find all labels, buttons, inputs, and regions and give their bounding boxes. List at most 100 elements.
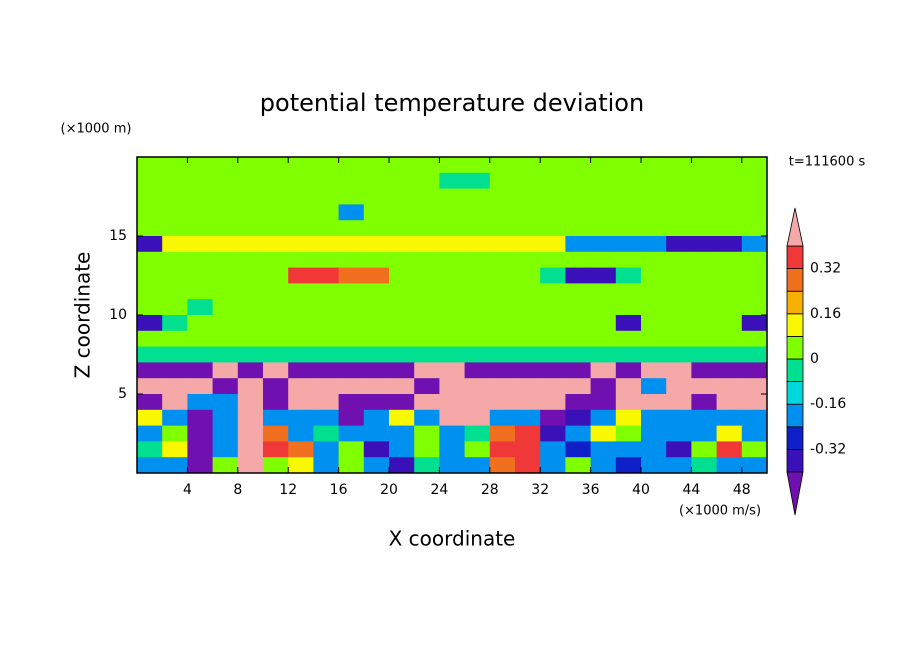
contour-cell bbox=[590, 330, 617, 348]
contour-cell bbox=[464, 346, 491, 363]
contour-cell bbox=[540, 267, 566, 284]
contour-cell bbox=[666, 330, 692, 348]
contour-cell bbox=[515, 425, 541, 442]
contour-cell bbox=[741, 251, 768, 269]
contour-cell bbox=[540, 425, 566, 442]
contour-cell bbox=[162, 441, 188, 458]
x-tick-label: 48 bbox=[733, 482, 751, 498]
contour-cell bbox=[363, 425, 390, 442]
chart-title: potential temperature deviation bbox=[260, 89, 644, 117]
contour-cell bbox=[187, 283, 214, 300]
contour-cell bbox=[389, 346, 415, 363]
contour-cell bbox=[515, 267, 541, 284]
contour-cell bbox=[464, 409, 491, 427]
contour-cell bbox=[187, 172, 214, 190]
contour-cell bbox=[313, 315, 340, 332]
contour-cell bbox=[666, 157, 692, 174]
contour-cell bbox=[414, 425, 440, 442]
contour-cell bbox=[313, 188, 340, 205]
contour-cell bbox=[716, 204, 743, 221]
contour-cell bbox=[691, 204, 718, 221]
contour-cell bbox=[162, 362, 188, 379]
contour-cell bbox=[288, 346, 314, 363]
contour-cell bbox=[615, 346, 642, 363]
contour-cell bbox=[464, 251, 491, 269]
contour-cell bbox=[615, 425, 642, 442]
contour-cell bbox=[615, 220, 642, 237]
contour-cell bbox=[641, 236, 667, 253]
contour-cell bbox=[615, 441, 642, 458]
contour-cell bbox=[389, 267, 415, 284]
contour-cell bbox=[741, 157, 768, 174]
contour-cell bbox=[414, 204, 440, 221]
contour-cell bbox=[641, 188, 667, 205]
contour-cell bbox=[515, 251, 541, 269]
contour-cell bbox=[162, 330, 188, 348]
contour-cell bbox=[137, 441, 163, 458]
x-tick-label: 16 bbox=[330, 482, 348, 498]
contour-cell bbox=[389, 188, 415, 205]
contour-cell bbox=[464, 204, 491, 221]
contour-cell bbox=[137, 251, 163, 269]
contour-cell bbox=[641, 346, 667, 363]
contour-cell bbox=[464, 378, 491, 395]
colorbar-box bbox=[786, 313, 804, 337]
contour-cell bbox=[363, 236, 390, 253]
contour-cell bbox=[389, 378, 415, 395]
contour-cell bbox=[615, 362, 642, 379]
contour-cell bbox=[590, 157, 617, 174]
contour-cell bbox=[741, 378, 768, 395]
contour-cell bbox=[464, 188, 491, 205]
contour-cell bbox=[716, 457, 743, 474]
contour-cell bbox=[439, 425, 466, 442]
contour-cell bbox=[187, 299, 214, 316]
contour-cell bbox=[389, 362, 415, 379]
contour-cell bbox=[439, 157, 466, 174]
contour-cell bbox=[716, 236, 743, 253]
contour-cell bbox=[162, 425, 188, 442]
contour-cell bbox=[338, 204, 365, 221]
contour-cell bbox=[414, 172, 440, 190]
contour-cell bbox=[615, 236, 642, 253]
contour-cell bbox=[414, 283, 440, 300]
contour-cell bbox=[540, 204, 566, 221]
contour-cell bbox=[691, 362, 718, 379]
contour-cell bbox=[237, 330, 264, 348]
contour-cell bbox=[741, 330, 768, 348]
contour-cell bbox=[741, 283, 768, 300]
contour-cell bbox=[237, 315, 264, 332]
contour-cell bbox=[641, 425, 667, 442]
contour-cell bbox=[716, 157, 743, 174]
contour-cell bbox=[212, 157, 239, 174]
x-tick-label: 24 bbox=[430, 482, 448, 498]
contour-cell bbox=[464, 441, 491, 458]
x-tick-label: 44 bbox=[682, 482, 700, 498]
contour-cell bbox=[313, 204, 340, 221]
contour-cell bbox=[464, 283, 491, 300]
contour-cell bbox=[212, 299, 239, 316]
contour-cell bbox=[162, 315, 188, 332]
contour-cell bbox=[691, 315, 718, 332]
contour-cell bbox=[263, 172, 289, 190]
contour-cell bbox=[691, 157, 718, 174]
contour-cell bbox=[288, 441, 314, 458]
y-tick-label: 5 bbox=[118, 386, 127, 402]
contour-cell bbox=[313, 441, 340, 458]
contour-cell bbox=[464, 236, 491, 253]
contour-cell bbox=[565, 362, 592, 379]
contour-cell bbox=[641, 394, 667, 411]
contour-cell bbox=[288, 378, 314, 395]
contour-cell bbox=[288, 315, 314, 332]
contour-cell bbox=[237, 267, 264, 284]
contour-cell bbox=[489, 409, 516, 427]
contour-cell bbox=[162, 346, 188, 363]
contour-cell bbox=[515, 409, 541, 427]
contour-cell bbox=[338, 236, 365, 253]
contour-cell bbox=[615, 330, 642, 348]
contour-cell bbox=[540, 236, 566, 253]
contour-cell bbox=[741, 441, 768, 458]
contour-cell bbox=[414, 220, 440, 237]
contour-cell bbox=[439, 330, 466, 348]
contour-cell bbox=[439, 283, 466, 300]
